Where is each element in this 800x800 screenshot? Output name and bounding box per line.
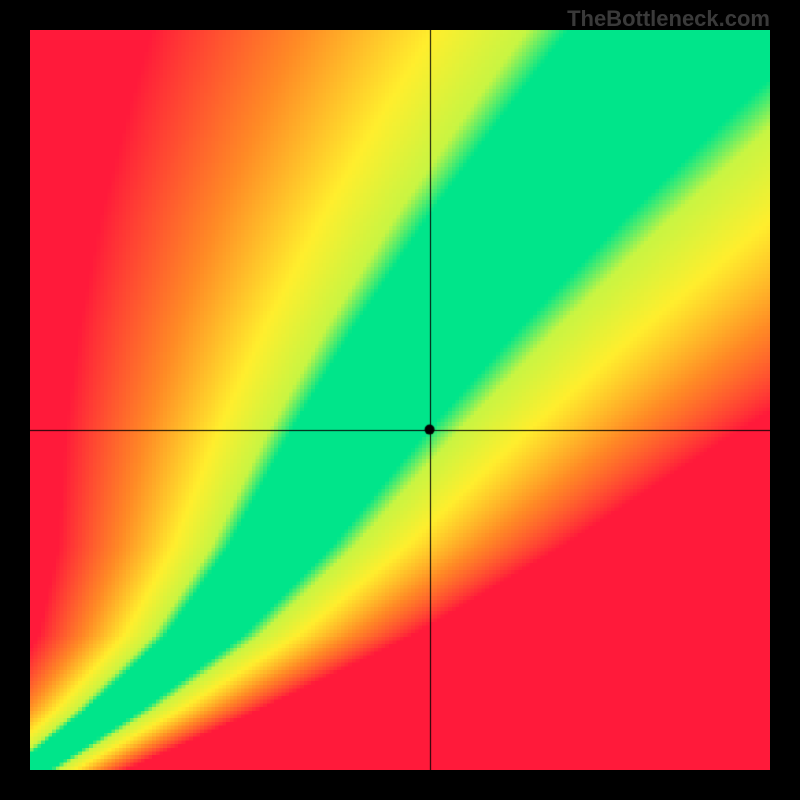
chart-container: TheBottleneck.com — [0, 0, 800, 800]
watermark-text: TheBottleneck.com — [567, 6, 770, 32]
bottleneck-heatmap — [30, 30, 770, 770]
